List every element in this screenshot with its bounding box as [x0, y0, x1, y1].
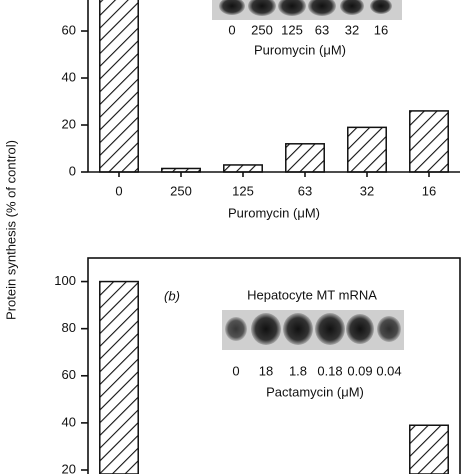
- blot-lane-label: 1.8: [289, 363, 307, 378]
- panel-label: (b): [164, 288, 180, 303]
- y-axis-label: Protein synthesis (% of control): [3, 140, 18, 320]
- y-tick-label: 20: [62, 116, 76, 131]
- y-tick-label: 60: [62, 22, 76, 37]
- y-tick-label: 80: [62, 320, 76, 335]
- bar: [223, 164, 263, 173]
- inset-label: Puromycin (μM): [254, 42, 346, 57]
- plot-frame: [87, 257, 461, 474]
- bar: [99, 280, 139, 474]
- bar: [409, 110, 449, 173]
- y-tick-label: 100: [54, 273, 76, 288]
- y-tick-label: 40: [62, 414, 76, 429]
- y-tick-label: 40: [62, 69, 76, 84]
- bar: [347, 126, 387, 173]
- blot-b: [222, 310, 404, 350]
- blot-lane-label: 18: [259, 363, 273, 378]
- blot-a: [212, 0, 402, 20]
- y-tick-label: 0: [69, 163, 76, 178]
- x-tick-label: 0: [115, 183, 122, 198]
- bar: [99, 0, 139, 173]
- blot-lane-label: 32: [345, 22, 359, 37]
- x-tick-label: 63: [298, 183, 312, 198]
- blot-lane-label: 0: [232, 363, 239, 378]
- blot-lane-label: 0: [228, 22, 235, 37]
- blot-lane-label: 0.09: [347, 363, 372, 378]
- blot-lane-label: 16: [374, 22, 388, 37]
- blot-lane-label: 63: [315, 22, 329, 37]
- x-tick-label: 125: [232, 183, 254, 198]
- blot-lane-label: 250: [251, 22, 273, 37]
- blot-lane-label: 0.04: [376, 363, 401, 378]
- bar: [285, 143, 325, 173]
- x-tick-label: 250: [170, 183, 192, 198]
- bar: [409, 424, 449, 474]
- y-tick-label: 60: [62, 367, 76, 382]
- inset-title: Hepatocyte MT mRNA: [247, 287, 377, 302]
- x-axis-label: Puromycin (μM): [228, 205, 320, 220]
- y-tick-label: 20: [62, 461, 76, 474]
- blot-lane-label: 0.18: [317, 363, 342, 378]
- x-tick-label: 32: [360, 183, 374, 198]
- blot-lane-label: 125: [281, 22, 303, 37]
- x-tick-label: 16: [422, 183, 436, 198]
- inset-label: Pactamycin (μM): [266, 384, 364, 399]
